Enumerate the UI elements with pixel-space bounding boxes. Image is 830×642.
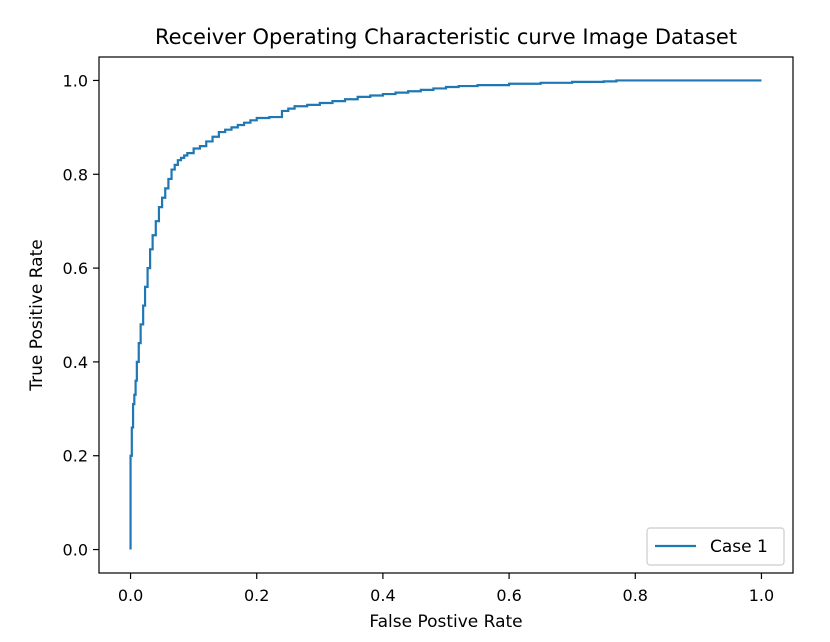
plot-area [129, 79, 762, 550]
x-tick-label: 0.6 [496, 586, 521, 605]
chart-title: Receiver Operating Characteristic curve … [155, 25, 737, 49]
legend-label: Case 1 [710, 537, 768, 557]
legend-box [646, 527, 785, 566]
y-tick-label: 0.2 [63, 447, 88, 466]
x-tick-label: 0.0 [118, 586, 143, 605]
y-axis-label: True Positive Rate [27, 239, 47, 391]
y-tick-label: 0.6 [63, 259, 88, 278]
x-tick-label: 0.2 [244, 586, 269, 605]
y-tick-label: 0.0 [63, 541, 88, 560]
y-tick-label: 0.8 [63, 165, 88, 184]
x-axis-ticks: 0.0 0.2 0.4 0.6 0.8 1.0 [118, 573, 774, 605]
y-axis-ticks: 0.0 0.2 0.4 0.6 0.8 1.0 [63, 71, 99, 560]
x-tick-label: 0.4 [370, 586, 395, 605]
x-tick-label: 1.0 [749, 586, 774, 605]
x-tick-label: 0.8 [623, 586, 648, 605]
y-tick-label: 0.4 [63, 353, 88, 372]
x-axis-label: False Postive Rate [369, 612, 522, 632]
y-tick-label: 1.0 [63, 71, 88, 90]
plot-frame [98, 56, 794, 574]
legend: Case 1 [646, 527, 785, 566]
roc-curve-line [129, 79, 762, 550]
